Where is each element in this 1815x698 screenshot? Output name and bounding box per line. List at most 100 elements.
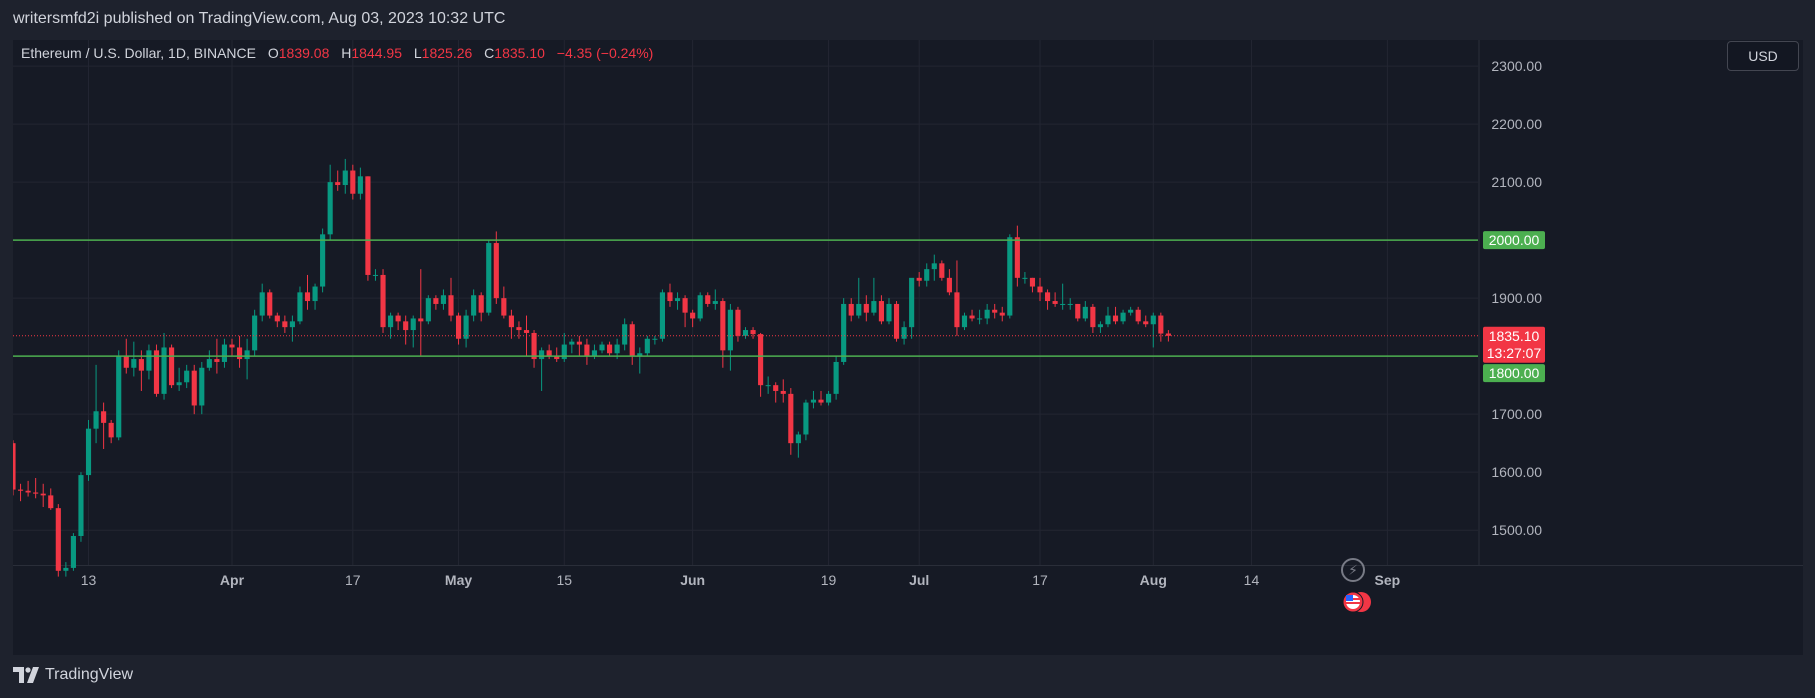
candle-body-down	[274, 315, 280, 322]
candle-body-down	[448, 295, 454, 316]
open-value: 1839.08	[278, 45, 330, 61]
tradingview-logo-icon	[13, 667, 39, 683]
candle-body-up	[697, 295, 703, 319]
candle-body-up	[712, 301, 718, 304]
candle-body-down	[191, 370, 197, 406]
candle-body-up	[1082, 306, 1088, 319]
candle-body-down	[946, 277, 952, 293]
candle-body-up	[871, 301, 877, 313]
candle-body-up	[742, 330, 749, 336]
candle-body-up	[961, 315, 968, 328]
last-price-label: 1835.10	[1489, 328, 1540, 344]
candle-body-down	[138, 359, 144, 371]
x-tick-label: May	[445, 572, 472, 588]
candle-body-up	[342, 170, 348, 186]
candle-body-up	[312, 286, 318, 302]
candle-body-down	[780, 390, 786, 394]
candle-body-up	[184, 370, 190, 383]
candle-body-down	[516, 327, 522, 331]
candle-body-up	[727, 309, 733, 351]
change-value: −4.35 (−0.24%)	[556, 45, 654, 61]
currency-button[interactable]: USD	[1727, 41, 1799, 71]
low-label: L	[413, 45, 422, 61]
candle-body-down	[773, 385, 779, 391]
candle-body-down	[576, 341, 582, 345]
close-label: C	[484, 45, 495, 61]
candle-body-up	[1060, 303, 1066, 305]
candle-body-down	[1143, 321, 1149, 325]
candle-body-down	[455, 315, 462, 339]
candle-body-up	[1007, 237, 1013, 316]
candle-body-down	[1075, 303, 1081, 319]
candle-body-down	[1037, 286, 1043, 293]
candle-body-up	[289, 321, 295, 328]
candle-body-down	[705, 295, 711, 304]
candle-body-up	[244, 350, 250, 360]
close-value: 1835.10	[494, 45, 545, 61]
candle-body-down	[40, 493, 46, 496]
candle-body-up	[909, 277, 915, 328]
x-tick-label: 15	[556, 572, 572, 588]
candle-body-up	[856, 303, 862, 316]
candlestick-chart[interactable]: 1500.00 1600.00 1700.00 1800.00 1900.00 2000.…	[13, 40, 1803, 655]
candle-body-down	[954, 292, 960, 328]
candle-body-up	[161, 347, 167, 394]
candle-body-up	[659, 292, 666, 339]
candle-body-up	[357, 176, 363, 194]
candle-body-down	[380, 274, 386, 328]
candle-body-down	[584, 344, 590, 357]
candle-body-up	[63, 567, 69, 571]
candle-body-down	[818, 399, 824, 403]
candle-body-up	[471, 295, 477, 316]
candle-body-up	[591, 350, 598, 357]
horizontal-line-label-bg	[1483, 364, 1545, 383]
candle-body-down	[478, 295, 484, 313]
candle-body-up	[486, 243, 492, 313]
us-flag-icon[interactable]	[1341, 590, 1373, 614]
candle-body-up	[599, 344, 605, 351]
candle-body-down	[433, 298, 439, 304]
candle-body-up	[70, 535, 76, 568]
candle-body-down	[123, 356, 129, 368]
candle-body-down	[523, 330, 530, 333]
candle-body-down	[267, 292, 273, 316]
candle-body-up	[116, 356, 122, 438]
horizontal-line-label-bg	[1483, 231, 1545, 250]
candle-body-up	[440, 295, 447, 304]
candle-body-up	[674, 298, 681, 302]
candle-body-up	[1128, 309, 1134, 313]
candle-body-up	[78, 475, 84, 536]
symbol-legend: Ethereum / U.S. Dollar, 1D, BINANCE O183…	[21, 45, 653, 61]
candle-body-down	[863, 303, 869, 313]
candle-body-down	[493, 243, 499, 299]
candle-body-down	[554, 356, 560, 360]
y-tick-label: 2200.00	[1491, 116, 1542, 132]
candle-body-down	[1165, 333, 1171, 336]
candle-body-up	[1067, 303, 1073, 305]
countdown-label: 13:27:07	[1487, 345, 1542, 361]
lightning-icon[interactable]: ⚡	[1341, 558, 1365, 582]
candle-body-down	[969, 315, 975, 319]
candle-body-up	[803, 402, 809, 435]
footer-brand[interactable]: TradingView	[45, 666, 134, 683]
candle-body-up	[221, 344, 228, 362]
candle-body-down	[1044, 292, 1051, 302]
candle-body-down	[304, 292, 311, 302]
symbol-name[interactable]: Ethereum / U.S. Dollar, 1D, BINANCE	[21, 45, 256, 61]
candle-body-down	[690, 312, 696, 319]
candle-body-down	[531, 332, 537, 360]
candle-body-down	[1158, 315, 1164, 334]
candle-body-up	[206, 359, 212, 368]
candle-body-down	[365, 176, 371, 275]
candle-body-down	[395, 315, 401, 322]
candle-body-down	[508, 315, 514, 328]
candle-body-up	[93, 411, 99, 429]
candle-body-up	[924, 269, 930, 281]
candle-body-up	[199, 367, 205, 406]
candle-body-up	[1105, 315, 1111, 325]
candle-body-up	[372, 274, 379, 276]
chart-pane[interactable]: 1500.00 1600.00 1700.00 1800.00 1900.00 2000.…	[13, 40, 1803, 655]
candle-body-up	[614, 344, 620, 354]
candle-body-down	[735, 309, 741, 336]
candle-body-up	[252, 315, 258, 351]
